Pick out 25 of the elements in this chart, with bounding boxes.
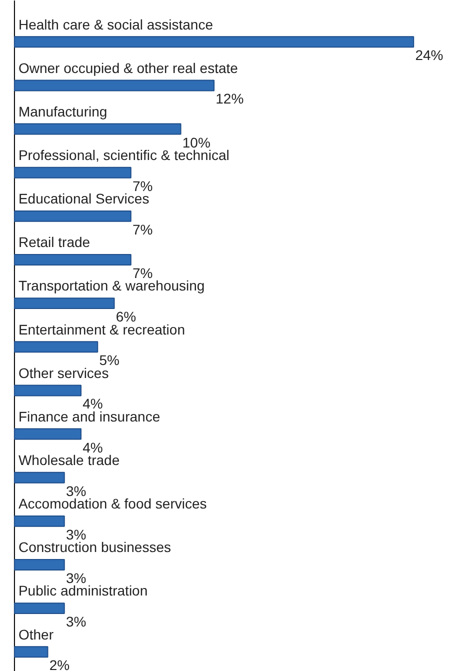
bar bbox=[14, 80, 215, 92]
data-label: 24% bbox=[415, 47, 444, 64]
bar bbox=[14, 36, 414, 48]
bar bbox=[14, 515, 65, 527]
y-tick-label: Manufacturing bbox=[18, 103, 108, 120]
bar bbox=[14, 602, 65, 614]
bar bbox=[14, 384, 82, 396]
bar bbox=[14, 428, 82, 440]
bar bbox=[14, 123, 182, 135]
bar bbox=[14, 298, 115, 310]
bar bbox=[14, 166, 132, 178]
bar bbox=[14, 254, 132, 266]
data-label: 3% bbox=[66, 614, 86, 630]
bar bbox=[14, 559, 65, 570]
y-tick-label: Other bbox=[18, 626, 54, 642]
y-tick-label: Health care & social assistance bbox=[18, 16, 214, 32]
data-label: 2% bbox=[49, 657, 70, 671]
data-label: 7% bbox=[132, 221, 153, 238]
data-label: 12% bbox=[216, 90, 244, 107]
bar bbox=[14, 341, 98, 353]
bar bbox=[14, 646, 48, 658]
bar bbox=[14, 472, 65, 484]
y-tick-label: Retail trade bbox=[18, 234, 90, 250]
bar bbox=[14, 210, 132, 222]
y-tick-label: Owner occupied & other real estate bbox=[18, 60, 238, 76]
